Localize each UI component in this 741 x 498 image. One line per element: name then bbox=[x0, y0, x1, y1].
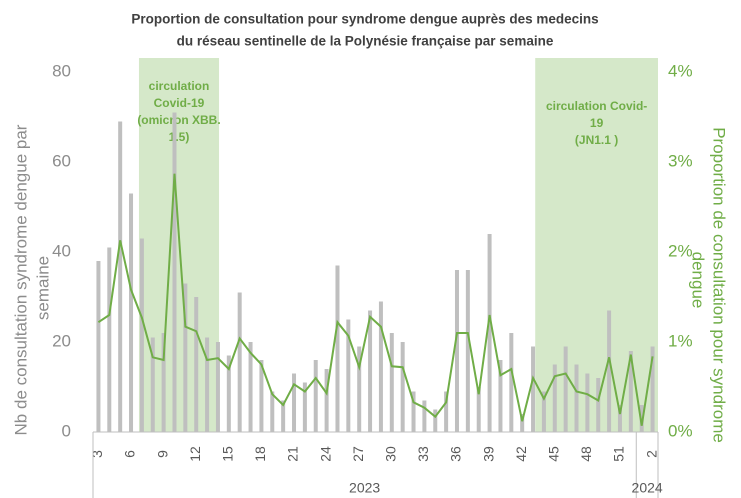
annotation: circulation bbox=[149, 79, 210, 93]
annotation: Covid-19 bbox=[154, 96, 205, 110]
x-tick-label: 27 bbox=[350, 446, 366, 462]
bar bbox=[520, 414, 525, 432]
line bbox=[97, 173, 654, 426]
x-tick-label: 6 bbox=[122, 450, 138, 458]
y-tick-label: 0 bbox=[62, 421, 71, 440]
bar bbox=[139, 238, 144, 432]
y-tick-label: 60 bbox=[52, 151, 71, 170]
y2-tick-label: 1% bbox=[668, 331, 693, 350]
annotation: (JN1.1 ) bbox=[575, 133, 618, 147]
x-tick-label: 21 bbox=[285, 446, 301, 462]
chart-title: Proportion de consultation pour syndrome… bbox=[131, 12, 598, 27]
x-tick-label: 48 bbox=[578, 446, 594, 462]
bar bbox=[302, 382, 307, 432]
x-tick-label: 30 bbox=[383, 446, 399, 462]
x-tick-label: 12 bbox=[187, 446, 203, 462]
x-tick-label: 18 bbox=[252, 446, 268, 462]
annotation: 19 bbox=[590, 116, 604, 130]
x-tick-label: 15 bbox=[220, 446, 236, 462]
bar bbox=[389, 333, 394, 432]
x-group-label: 2024 bbox=[632, 480, 663, 496]
bar bbox=[411, 391, 416, 432]
bar bbox=[270, 391, 275, 432]
y2-tick-label: 0% bbox=[668, 421, 693, 440]
bar bbox=[368, 310, 373, 432]
bar bbox=[650, 346, 655, 432]
x-tick-label: 3 bbox=[89, 450, 105, 458]
bar bbox=[400, 342, 405, 432]
bar bbox=[607, 310, 612, 432]
bar bbox=[172, 112, 177, 432]
y2-axis-label: Proportion de consultation pour syndrome bbox=[710, 127, 729, 443]
bar bbox=[205, 337, 210, 432]
y-tick-label: 20 bbox=[52, 331, 71, 350]
bar bbox=[628, 351, 633, 432]
bar bbox=[585, 373, 590, 432]
y-axis-label: Nb de consultation syndrome dengue par bbox=[11, 124, 30, 435]
bar bbox=[531, 346, 536, 432]
bar bbox=[346, 319, 351, 432]
bar bbox=[237, 292, 242, 432]
x-group-label: 2023 bbox=[349, 480, 380, 496]
bar bbox=[248, 342, 253, 432]
bar bbox=[324, 369, 329, 432]
x-tick-label: 42 bbox=[513, 446, 529, 462]
bar bbox=[422, 400, 427, 432]
bar bbox=[498, 360, 503, 432]
bar bbox=[281, 400, 286, 432]
bar bbox=[552, 364, 557, 432]
bar bbox=[161, 333, 166, 432]
annotation: circulation Covid- bbox=[546, 99, 647, 113]
annotation: (omicron XBB. bbox=[137, 113, 220, 127]
x-tick-label: 39 bbox=[480, 446, 496, 462]
bar bbox=[313, 360, 318, 432]
bar bbox=[444, 391, 449, 432]
bar bbox=[454, 270, 459, 432]
bar bbox=[639, 405, 644, 432]
bar bbox=[150, 337, 155, 432]
bar bbox=[292, 373, 297, 432]
bar bbox=[118, 121, 123, 432]
bar bbox=[509, 333, 514, 432]
x-tick-label: 36 bbox=[448, 446, 464, 462]
bar bbox=[129, 193, 134, 432]
bar bbox=[215, 342, 220, 432]
bar bbox=[357, 346, 362, 432]
x-tick-label: 24 bbox=[317, 446, 333, 462]
x-tick-label: 45 bbox=[545, 446, 561, 462]
bar bbox=[335, 265, 340, 432]
annotation: 1.5) bbox=[169, 130, 190, 144]
x-tick-label: 33 bbox=[415, 446, 431, 462]
bar bbox=[563, 346, 568, 432]
x-tick-label: 51 bbox=[611, 446, 627, 462]
bar bbox=[96, 261, 101, 432]
bar bbox=[259, 360, 264, 432]
bar bbox=[107, 247, 112, 432]
y2-tick-label: 4% bbox=[668, 61, 693, 80]
chart-title: du réseau sentinelle de la Polynésie fra… bbox=[177, 34, 554, 49]
y2-tick-label: 3% bbox=[668, 151, 693, 170]
bar bbox=[194, 297, 199, 432]
y-tick-label: 80 bbox=[52, 61, 71, 80]
bar bbox=[183, 283, 188, 432]
x-tick-label: 9 bbox=[154, 450, 170, 458]
bar bbox=[541, 391, 546, 432]
x-tick-label: 2 bbox=[643, 450, 659, 458]
bar bbox=[487, 234, 492, 432]
bar bbox=[465, 270, 470, 432]
y2-axis-label: dengue bbox=[689, 252, 708, 309]
bar bbox=[574, 364, 579, 432]
bar bbox=[378, 301, 383, 432]
y2-tick-label: 2% bbox=[668, 241, 693, 260]
bar bbox=[226, 355, 231, 432]
bar bbox=[433, 409, 438, 432]
y-axis-label: semaine bbox=[33, 256, 52, 320]
bar bbox=[476, 387, 481, 432]
y-tick-label: 40 bbox=[52, 241, 71, 260]
bar bbox=[617, 405, 622, 432]
bar bbox=[596, 378, 601, 432]
